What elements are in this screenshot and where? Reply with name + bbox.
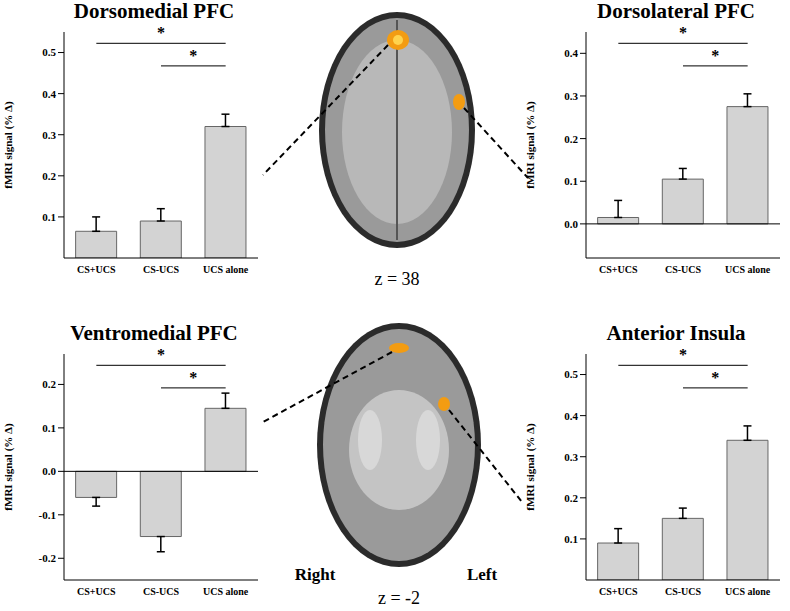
- svg-text:*: *: [189, 47, 197, 64]
- svg-text:*: *: [157, 346, 165, 363]
- svg-text:0.0: 0.0: [42, 465, 56, 477]
- svg-text:CS-UCS: CS-UCS: [143, 264, 180, 275]
- svg-text:*: *: [679, 346, 687, 363]
- svg-text:0.3: 0.3: [42, 129, 56, 141]
- svg-text:Right: Right: [295, 565, 336, 584]
- svg-text:fMRI signal (% Δ): fMRI signal (% Δ): [8, 423, 15, 511]
- svg-text:CS-UCS: CS-UCS: [665, 264, 702, 275]
- svg-text:-0.1: -0.1: [39, 509, 56, 521]
- svg-text:0.1: 0.1: [564, 175, 578, 187]
- svg-text:CS+UCS: CS+UCS: [77, 586, 116, 597]
- svg-text:*: *: [189, 369, 197, 386]
- svg-text:UCS alone: UCS alone: [203, 264, 249, 275]
- svg-text:0.2: 0.2: [564, 133, 578, 145]
- svg-text:UCS alone: UCS alone: [725, 264, 771, 275]
- html-text:Dorsomedial PFC: Dorsomedial PFC: [73, 0, 235, 23]
- html-text:Anterior Insula: Anterior Insula: [606, 321, 746, 345]
- svg-text:0.5: 0.5: [564, 368, 578, 380]
- svg-text:CS-UCS: CS-UCS: [665, 586, 702, 597]
- svg-text:*: *: [711, 47, 719, 64]
- svg-text:fMRI signal (% Δ): fMRI signal (% Δ): [8, 101, 15, 189]
- svg-text:z = -2: z = -2: [378, 588, 420, 608]
- svg-text:0.4: 0.4: [42, 88, 56, 100]
- svg-text:-0.2: -0.2: [39, 552, 57, 564]
- html-text:Dorsolateral PFC: Dorsolateral PFC: [597, 0, 755, 23]
- svg-text:0.3: 0.3: [564, 451, 578, 463]
- svg-text:UCS alone: UCS alone: [203, 586, 249, 597]
- svg-text:0.4: 0.4: [564, 410, 578, 422]
- svg-text:0.0: 0.0: [564, 218, 578, 230]
- svg-text:Left: Left: [467, 565, 498, 584]
- svg-text:UCS alone: UCS alone: [725, 586, 771, 597]
- svg-text:0.1: 0.1: [564, 533, 578, 545]
- svg-text:CS+UCS: CS+UCS: [599, 264, 638, 275]
- svg-text:0.2: 0.2: [564, 492, 578, 504]
- svg-text:0.4: 0.4: [564, 47, 578, 59]
- svg-text:0.3: 0.3: [564, 90, 578, 102]
- svg-text:CS+UCS: CS+UCS: [77, 264, 116, 275]
- svg-text:z = 38: z = 38: [374, 269, 419, 289]
- svg-text:fMRI signal (% Δ): fMRI signal (% Δ): [524, 423, 537, 511]
- html-text:Ventromedial PFC: Ventromedial PFC: [70, 321, 238, 345]
- svg-text:0.5: 0.5: [42, 46, 56, 58]
- svg-text:CS-UCS: CS-UCS: [143, 586, 180, 597]
- svg-text:0.1: 0.1: [42, 422, 56, 434]
- svg-text:*: *: [711, 369, 719, 386]
- svg-text:CS+UCS: CS+UCS: [599, 586, 638, 597]
- svg-text:*: *: [157, 24, 165, 41]
- svg-text:fMRI signal (% Δ): fMRI signal (% Δ): [524, 101, 537, 189]
- svg-text:0.1: 0.1: [42, 211, 56, 223]
- svg-text:0.2: 0.2: [42, 378, 56, 390]
- svg-text:*: *: [679, 24, 687, 41]
- svg-text:0.2: 0.2: [42, 170, 56, 182]
